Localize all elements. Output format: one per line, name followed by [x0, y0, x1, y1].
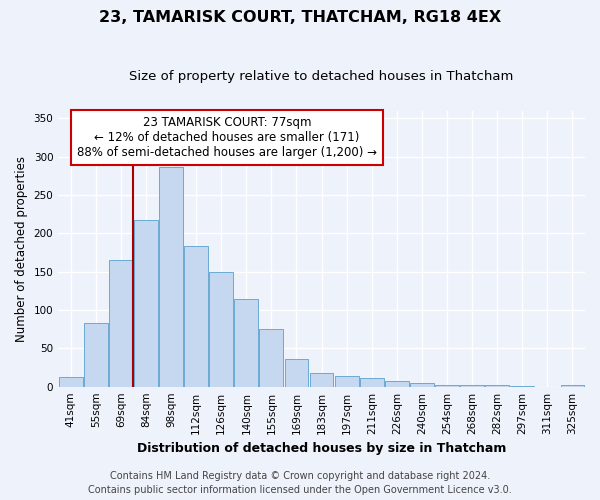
Bar [284, 359, 308, 386]
Bar [209, 272, 233, 386]
Bar [560, 385, 584, 386]
Bar [460, 385, 484, 386]
Bar [159, 166, 183, 386]
Bar [235, 299, 258, 386]
Bar [360, 378, 383, 386]
Bar [109, 260, 133, 386]
Text: Contains HM Land Registry data © Crown copyright and database right 2024.
Contai: Contains HM Land Registry data © Crown c… [88, 471, 512, 495]
Bar [59, 378, 83, 386]
Bar [184, 246, 208, 386]
Bar [385, 380, 409, 386]
Y-axis label: Number of detached properties: Number of detached properties [15, 156, 28, 342]
Bar [259, 329, 283, 386]
Bar [410, 383, 434, 386]
Title: Size of property relative to detached houses in Thatcham: Size of property relative to detached ho… [130, 70, 514, 83]
X-axis label: Distribution of detached houses by size in Thatcham: Distribution of detached houses by size … [137, 442, 506, 455]
Bar [84, 323, 108, 386]
Bar [335, 376, 359, 386]
Bar [310, 373, 334, 386]
Bar [485, 385, 509, 386]
Bar [134, 220, 158, 386]
Text: 23, TAMARISK COURT, THATCHAM, RG18 4EX: 23, TAMARISK COURT, THATCHAM, RG18 4EX [99, 10, 501, 25]
Bar [435, 385, 459, 386]
Text: 23 TAMARISK COURT: 77sqm
← 12% of detached houses are smaller (171)
88% of semi-: 23 TAMARISK COURT: 77sqm ← 12% of detach… [77, 116, 377, 159]
